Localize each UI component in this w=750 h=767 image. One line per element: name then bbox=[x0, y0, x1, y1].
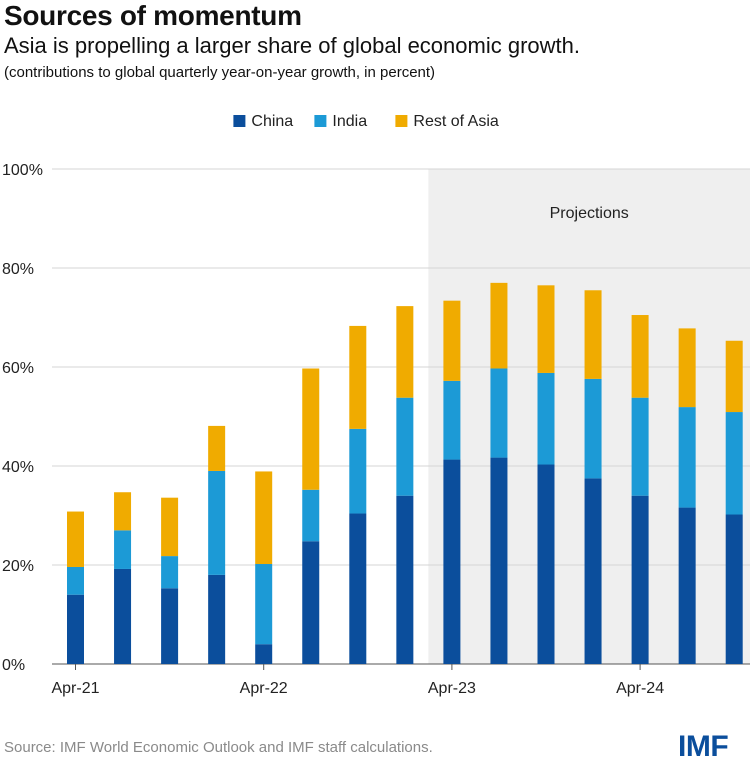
bar-china bbox=[584, 478, 602, 664]
bar-china bbox=[67, 594, 84, 664]
bar-china bbox=[443, 459, 461, 664]
bar-rest-of-asia bbox=[631, 315, 649, 398]
bar-china bbox=[208, 574, 226, 664]
legend-swatch-india bbox=[314, 115, 327, 127]
bar-india bbox=[678, 407, 696, 508]
bar-china bbox=[255, 644, 273, 664]
bar-rest-of-asia bbox=[114, 492, 132, 531]
bar-rest-of-asia bbox=[490, 282, 508, 369]
bar-rest-of-asia bbox=[537, 285, 555, 373]
y-tick-label: 40% bbox=[2, 459, 34, 476]
bar-china bbox=[349, 513, 367, 664]
bar-china bbox=[114, 568, 132, 664]
bar-india bbox=[396, 397, 414, 496]
y-tick-label: 60% bbox=[2, 360, 34, 377]
bar-china bbox=[302, 541, 320, 664]
chart-title: Sources of momentum bbox=[4, 0, 302, 31]
bar-india bbox=[443, 380, 461, 460]
x-tick-label: Apr-24 bbox=[616, 680, 664, 697]
bar-rest-of-asia bbox=[725, 340, 743, 413]
bar-china bbox=[537, 464, 555, 664]
bar-china bbox=[161, 588, 179, 664]
bar-india bbox=[302, 489, 320, 542]
bar-india bbox=[349, 428, 367, 514]
bar-india bbox=[255, 564, 273, 645]
stacked-bar-chart: Projections 0% 20% 40% 60% 80% 100% Apr-21 Apr-2… bbox=[2, 113, 750, 697]
bar-india bbox=[161, 556, 179, 589]
bar-rest-of-asia bbox=[584, 290, 602, 379]
y-tick-label: 100% bbox=[2, 162, 43, 179]
bar-rest-of-asia bbox=[161, 497, 179, 557]
bar-india bbox=[631, 397, 649, 496]
legend-label-china: China bbox=[251, 113, 293, 130]
chart-note: (contributions to global quarterly year-… bbox=[4, 64, 436, 81]
bar-rest-of-asia bbox=[396, 306, 414, 398]
source-note: Source: IMF World Economic Outlook and I… bbox=[4, 739, 433, 756]
x-tick-label: Apr-22 bbox=[240, 680, 288, 697]
y-tick-label: 0% bbox=[2, 657, 25, 674]
bar-china bbox=[490, 457, 508, 664]
bar-india bbox=[537, 372, 555, 465]
legend-swatch-china bbox=[233, 115, 246, 127]
bar-china bbox=[631, 495, 649, 664]
bar-rest-of-asia bbox=[67, 511, 84, 567]
legend-label-rest-of-asia: Rest of Asia bbox=[413, 113, 498, 130]
bar-rest-of-asia bbox=[302, 368, 320, 490]
bar-rest-of-asia bbox=[208, 425, 226, 471]
bar-india bbox=[584, 378, 602, 479]
x-tick-label: Apr-23 bbox=[428, 680, 476, 697]
bar-india bbox=[725, 412, 743, 515]
bar-india bbox=[208, 470, 226, 575]
bar-india bbox=[67, 566, 84, 595]
y-tick-label: 20% bbox=[2, 558, 34, 575]
bar-india bbox=[490, 368, 508, 458]
bar-rest-of-asia bbox=[443, 300, 461, 381]
x-tick-label: Apr-21 bbox=[51, 680, 99, 697]
imf-logo: IMF bbox=[678, 730, 729, 763]
bar-rest-of-asia bbox=[255, 471, 273, 565]
bar-china bbox=[678, 507, 696, 664]
projection-label: Projections bbox=[550, 205, 629, 222]
bar-china bbox=[725, 514, 743, 664]
bar-rest-of-asia bbox=[349, 325, 367, 429]
y-tick-label: 80% bbox=[2, 261, 34, 278]
legend-label-india: India bbox=[332, 113, 367, 130]
legend-swatch-rest-of-asia bbox=[395, 115, 408, 127]
bar-india bbox=[114, 530, 132, 569]
bar-rest-of-asia bbox=[678, 328, 696, 408]
chart-subtitle: Asia is propelling a larger share of glo… bbox=[4, 33, 580, 58]
bar-china bbox=[396, 495, 414, 664]
